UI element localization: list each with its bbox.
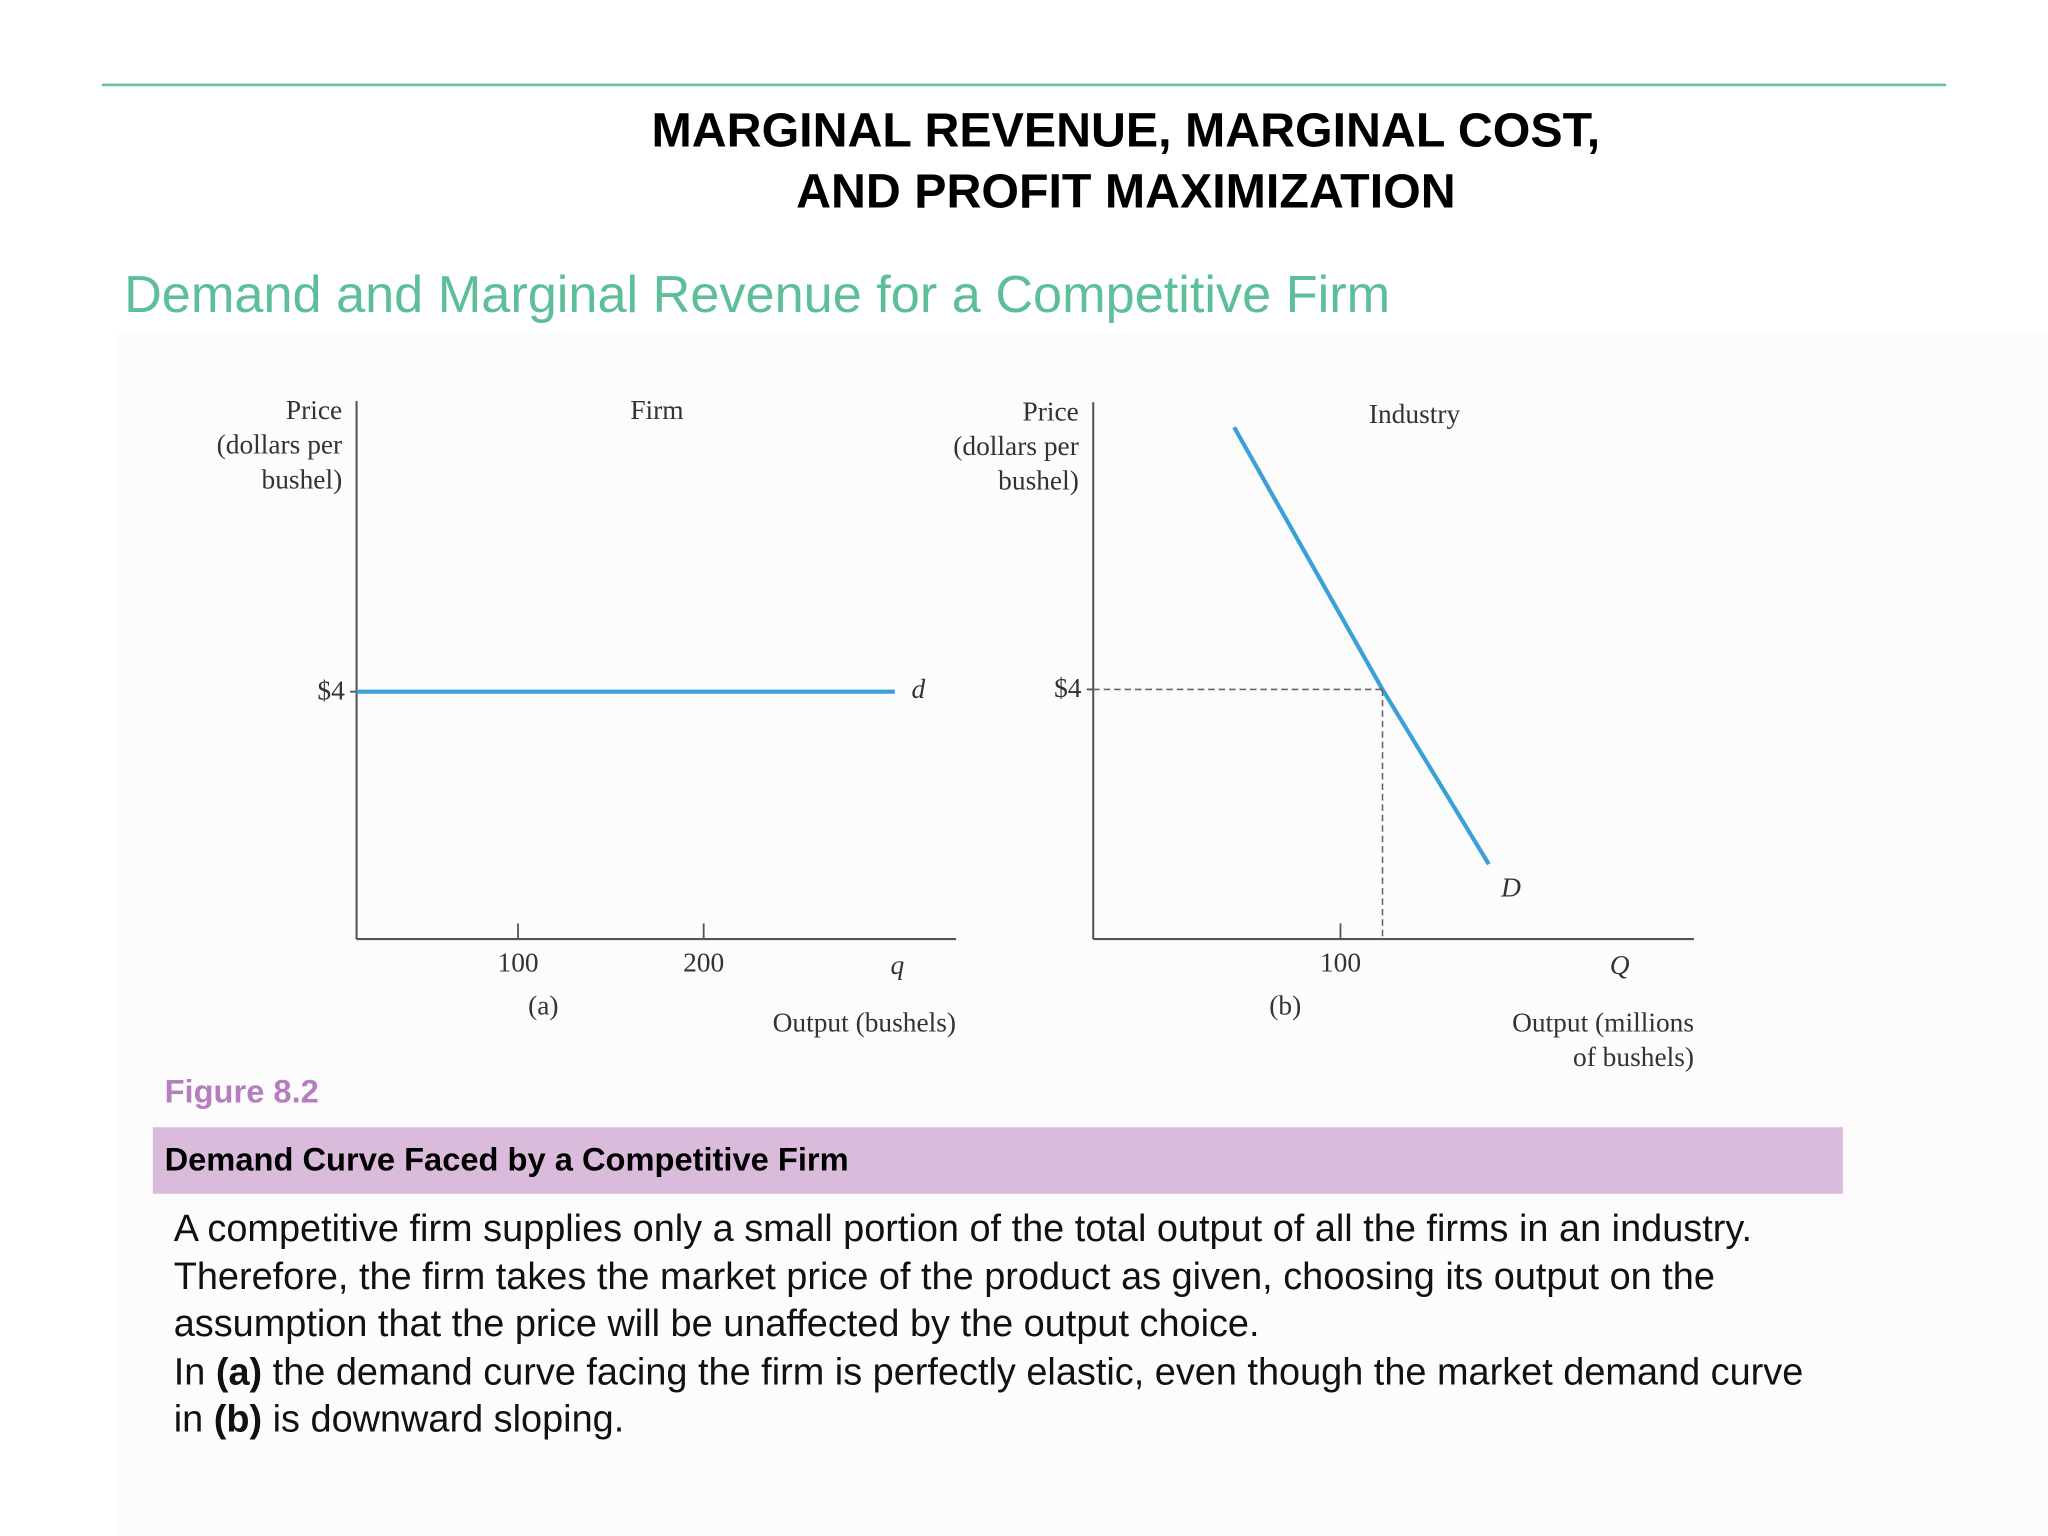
title-line: AND PROFIT MAXIMIZATION bbox=[796, 164, 1456, 219]
title-line: MARGINAL REVENUE, MARGINAL COST, bbox=[651, 103, 1601, 157]
y-tick-label: $4 bbox=[317, 675, 345, 705]
description-paragraph: In (a) the demand curve facing the firm … bbox=[174, 1349, 1807, 1444]
x-tick-label: 100 bbox=[1320, 948, 1361, 978]
y-axis-label: (dollars per bbox=[217, 430, 343, 460]
caption-bar bbox=[152, 1127, 1843, 1194]
bold-run: (b) bbox=[213, 1398, 263, 1441]
panel-label: (b) bbox=[1269, 991, 1301, 1021]
slide-subtitle: Demand and Marginal Revenue for a Compet… bbox=[124, 266, 1391, 324]
chart-title: Industry bbox=[1369, 399, 1461, 429]
x-tick-label: 100 bbox=[497, 948, 538, 978]
series-label: d bbox=[911, 674, 925, 704]
series-label: D bbox=[1500, 873, 1521, 903]
figure-area bbox=[114, 333, 2048, 1536]
slide-title: MARGINAL REVENUE, MARGINAL COST, AND PRO… bbox=[470, 99, 1781, 222]
text-run: In bbox=[173, 1351, 216, 1393]
y-axis-label: bushel) bbox=[998, 466, 1079, 496]
y-axis-label: bushel) bbox=[262, 464, 343, 494]
description: A competitive firm supplies only a small… bbox=[174, 1206, 1807, 1444]
figure-label: Figure 8.2 bbox=[164, 1073, 319, 1111]
x-axis-label: of bushels) bbox=[1573, 1042, 1694, 1072]
text-run: is downward sloping. bbox=[262, 1398, 625, 1441]
chart-title: Firm bbox=[630, 395, 683, 425]
x-tick-label: 200 bbox=[683, 948, 724, 978]
demand-line bbox=[1232, 426, 1491, 866]
panel-label: (a) bbox=[528, 991, 558, 1021]
y-axis-label: Price bbox=[286, 395, 342, 425]
x-end-label: q bbox=[890, 950, 904, 980]
y-axis-label: Price bbox=[1023, 396, 1079, 426]
x-axis-label: Output (millions bbox=[1512, 1008, 1694, 1038]
top-rule bbox=[101, 83, 1947, 87]
bold-run: (a) bbox=[215, 1351, 263, 1393]
y-tick-label: $4 bbox=[1054, 673, 1082, 703]
x-end-label: Q bbox=[1610, 950, 1630, 980]
x-axis-label: Output (bushels) bbox=[773, 1008, 956, 1038]
text-run: the demand curve facing the firm is perf… bbox=[173, 1351, 1804, 1441]
y-axis-label: (dollars per bbox=[953, 431, 1079, 461]
caption-title: Demand Curve Faced by a Competitive Firm bbox=[164, 1141, 849, 1179]
description-paragraph: A competitive firm supplies only a small… bbox=[173, 1208, 1752, 1346]
